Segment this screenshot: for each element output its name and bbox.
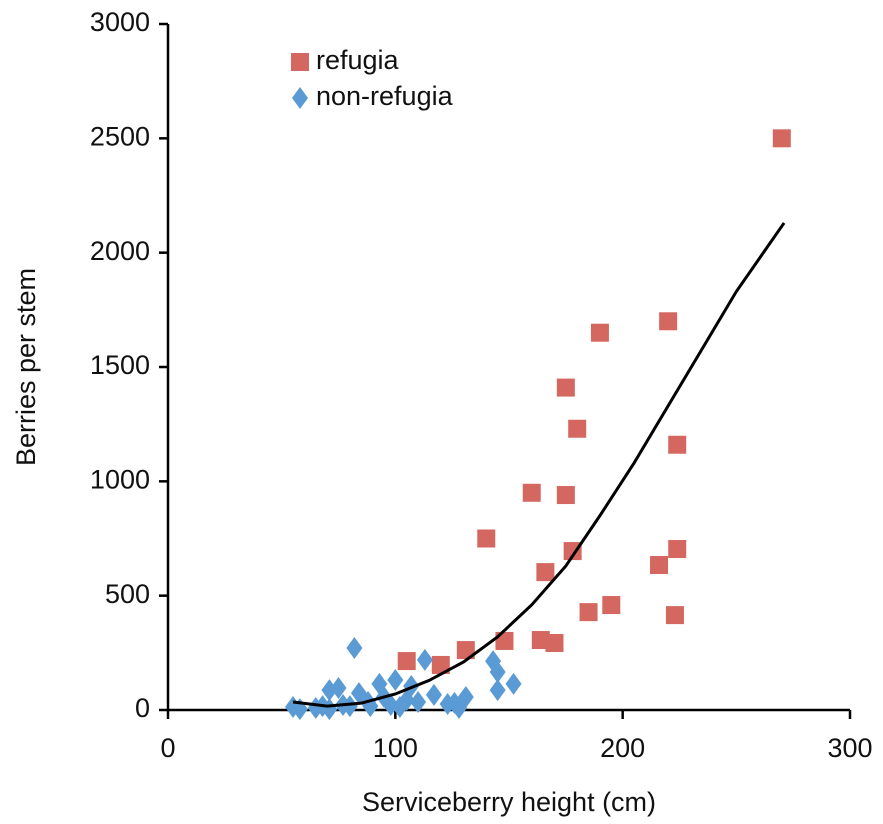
marker-diamond — [416, 648, 433, 671]
marker-square — [668, 435, 687, 454]
marker-square — [556, 486, 575, 505]
marker-square — [531, 631, 550, 650]
marker-square — [579, 603, 598, 622]
legend-label: refugia — [316, 45, 400, 75]
x-axis-label: Serviceberry height (cm) — [362, 787, 656, 817]
marker-diamond — [292, 87, 308, 109]
x-tick-label: 300 — [827, 733, 872, 763]
marker-square — [556, 378, 575, 397]
y-tick-label: 1000 — [90, 464, 150, 494]
x-tick-label: 0 — [160, 733, 175, 763]
marker-square — [668, 540, 687, 559]
marker-square — [665, 606, 684, 625]
marker-square — [536, 563, 555, 582]
marker-diamond — [387, 669, 404, 692]
fit-line — [292, 222, 786, 708]
y-tick-label: 500 — [105, 579, 150, 609]
x-tick-label: 100 — [373, 733, 418, 763]
marker-square — [602, 596, 621, 615]
marker-diamond — [505, 672, 522, 695]
marker-diamond — [489, 661, 506, 684]
marker-square — [431, 655, 450, 674]
marker-diamond — [425, 683, 442, 706]
marker-diamond — [489, 679, 506, 702]
y-tick-label: 0 — [135, 693, 150, 723]
marker-square — [590, 323, 609, 342]
marker-square — [477, 529, 496, 548]
y-tick-label: 3000 — [90, 7, 150, 37]
marker-square — [568, 419, 587, 438]
marker-diamond — [410, 690, 427, 713]
marker-square — [456, 641, 475, 660]
marker-diamond — [330, 677, 347, 700]
marker-diamond — [346, 637, 363, 660]
marker-diamond — [446, 691, 463, 714]
x-tick-label: 200 — [600, 733, 645, 763]
y-axis-label: Berries per stem — [11, 268, 41, 466]
marker-diamond — [398, 688, 415, 711]
marker-square — [659, 312, 678, 331]
marker-square — [522, 483, 541, 502]
marker-square — [650, 556, 669, 575]
y-tick-label: 2500 — [90, 121, 150, 151]
marker-square — [545, 634, 564, 653]
marker-square — [291, 53, 309, 71]
legend-label: non-refugia — [316, 81, 454, 111]
marker-square — [397, 652, 416, 671]
y-tick-label: 2000 — [90, 236, 150, 266]
y-tick-label: 1500 — [90, 350, 150, 380]
marker-square — [772, 129, 791, 148]
